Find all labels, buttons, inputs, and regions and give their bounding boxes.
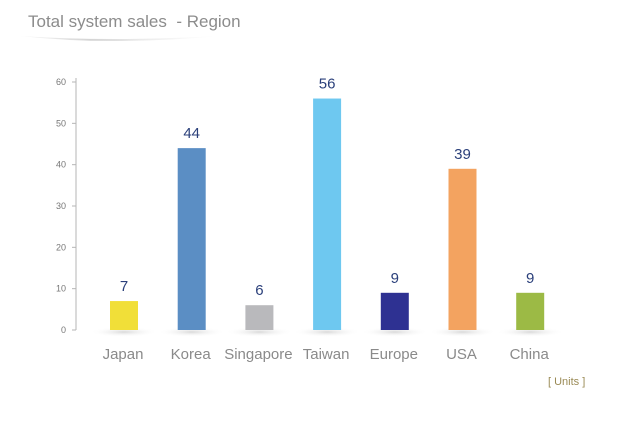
category-label-korea: Korea xyxy=(171,346,212,363)
category-label-china: China xyxy=(510,346,550,363)
y-tick-label: 50 xyxy=(56,118,66,128)
y-tick-label: 40 xyxy=(56,160,66,170)
category-label-taiwan: Taiwan xyxy=(303,346,350,363)
bar-shadow xyxy=(496,327,565,337)
y-tick-label: 30 xyxy=(56,201,66,211)
y-tick-label: 60 xyxy=(56,77,66,87)
bar-shadow xyxy=(90,327,158,337)
value-label-singapore: 6 xyxy=(255,282,263,299)
category-label-japan: Japan xyxy=(103,346,144,363)
bar-shadow xyxy=(428,327,497,337)
value-label-korea: 44 xyxy=(183,125,200,142)
y-tick-label: 20 xyxy=(56,242,66,252)
bar-shadow xyxy=(225,327,294,337)
title-swoosh xyxy=(20,36,220,41)
units-label: [ Units ] xyxy=(548,376,586,388)
bar-shadow xyxy=(293,327,362,337)
bar-japan xyxy=(110,301,138,330)
bar-europe xyxy=(380,292,409,330)
bar-shadow xyxy=(157,327,226,337)
y-tick-label: 0 xyxy=(61,325,66,335)
value-label-usa: 39 xyxy=(454,146,471,163)
value-label-china: 9 xyxy=(526,270,534,287)
category-label-singapore: Singapore xyxy=(224,346,292,363)
bar-shadow xyxy=(360,327,429,337)
value-label-taiwan: 56 xyxy=(319,76,336,93)
category-label-europe: Europe xyxy=(370,346,418,363)
chart-title: Total system sales - Region xyxy=(28,12,241,31)
value-label-japan: 7 xyxy=(120,278,128,295)
value-label-europe: 9 xyxy=(391,270,399,287)
y-tick-label: 10 xyxy=(56,284,66,294)
bar-taiwan xyxy=(313,98,342,331)
bar-korea xyxy=(177,148,206,330)
bar-singapore xyxy=(245,305,274,330)
bar-china xyxy=(516,292,545,330)
bar-usa xyxy=(448,168,477,330)
category-label-usa: USA xyxy=(446,346,477,363)
